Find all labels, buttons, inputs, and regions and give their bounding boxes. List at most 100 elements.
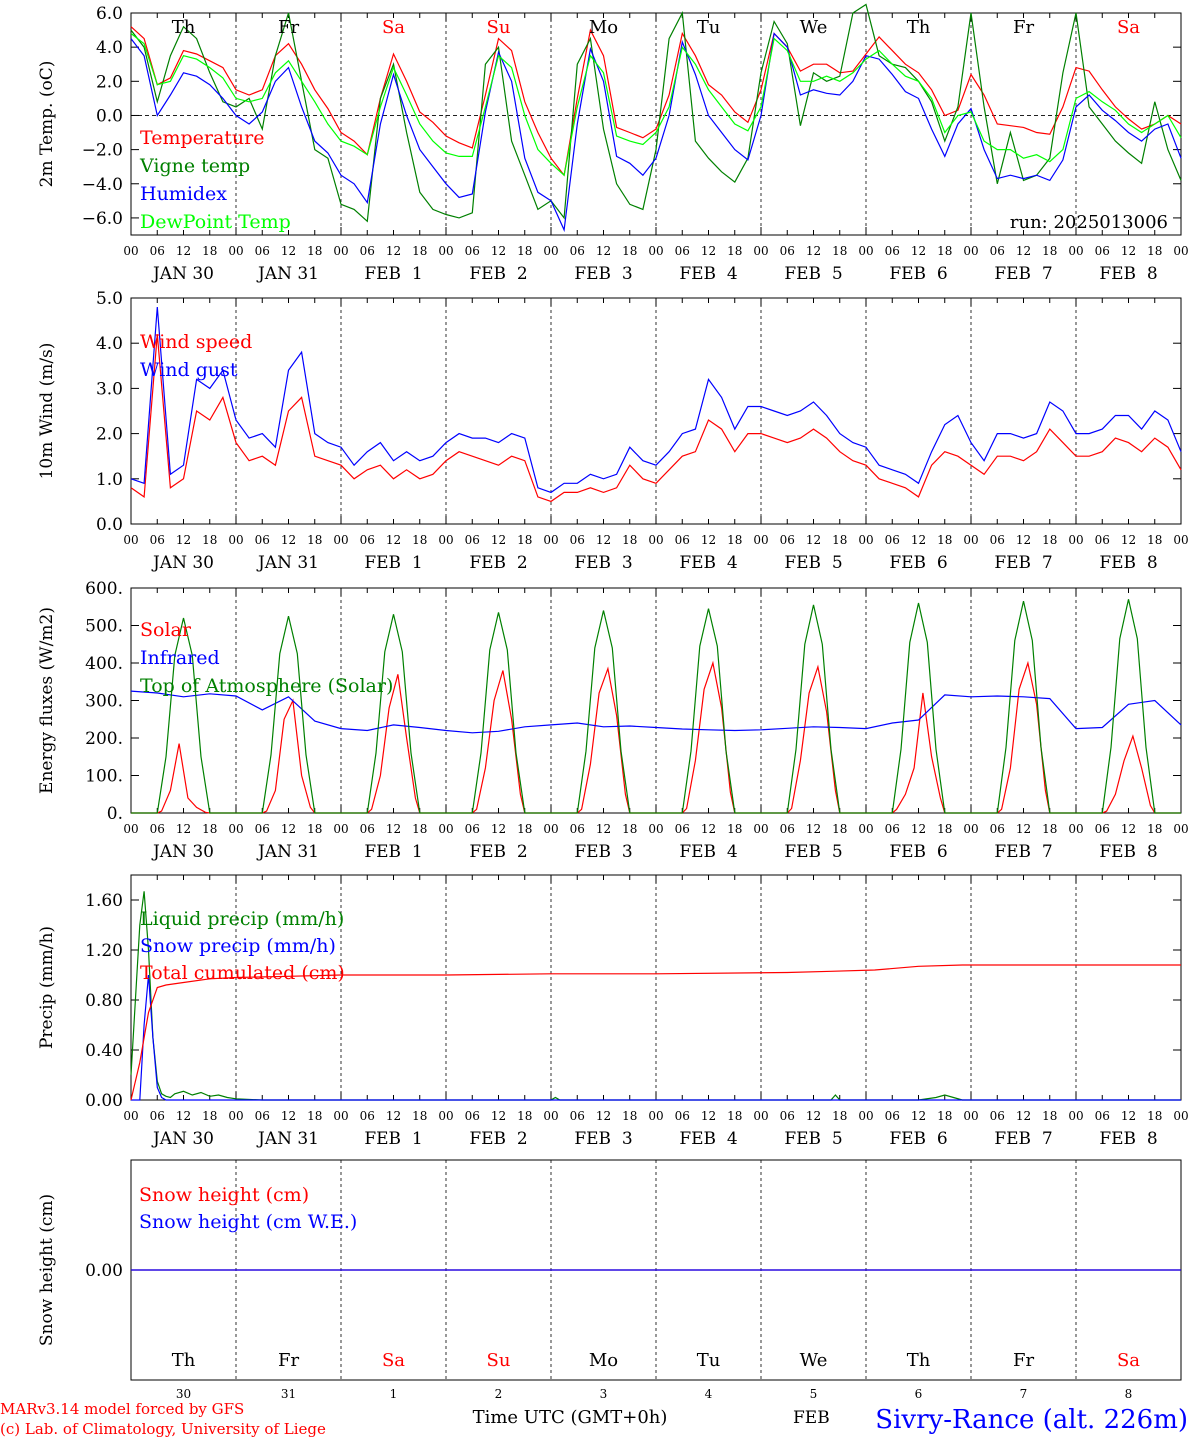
hour-tick-label: 12 [806,244,821,258]
hour-tick-label: 06 [465,822,480,836]
hour-tick-label: 00 [753,1109,768,1123]
day-label: FEB 4 [679,1129,737,1149]
hour-tick-label: 00 [1173,244,1188,258]
hour-tick-label: 12 [701,1109,716,1123]
hour-tick-label: 12 [281,1109,296,1123]
legend-entry: Wind speed [140,331,252,353]
legend-entry: Solar [140,619,192,641]
weekday-label: We [800,17,828,38]
hour-tick-label: 12 [1121,1109,1136,1123]
hour-tick-label: 18 [727,1109,742,1123]
hour-tick-label: 12 [176,1109,191,1123]
hour-tick-label: 00 [1068,244,1083,258]
hour-tick-label: 18 [412,533,427,547]
weekday-label-bottom: We [800,1350,828,1371]
hour-tick-label: 00 [858,244,873,258]
y-tick-label: 1.20 [85,941,123,961]
day-label: FEB 7 [994,264,1052,284]
weekday-label: Mo [589,17,618,38]
hour-tick-label: 00 [228,533,243,547]
hour-tick-label: 18 [307,244,322,258]
hour-tick-label: 00 [858,533,873,547]
hour-tick-label: 12 [596,1109,611,1123]
hour-tick-label: 18 [517,822,532,836]
hour-tick-label: 00 [858,1109,873,1123]
day-number-label: 7 [1020,1387,1028,1401]
hour-tick-label: 18 [622,244,637,258]
y-axis-label: 10m Wind (m/s) [37,343,57,480]
day-number-label: 30 [176,1387,191,1401]
legend-entry: Humidex [140,183,227,205]
y-tick-label: 400. [85,654,123,674]
hour-tick-label: 12 [806,533,821,547]
hour-tick-label: 00 [648,244,663,258]
hour-tick-label: 18 [202,533,217,547]
hour-tick-label: 18 [202,822,217,836]
legend-entry: Liquid precip (mm/h) [140,908,344,930]
hour-tick-label: 06 [150,244,165,258]
hour-tick-label: 12 [176,533,191,547]
hour-tick-label: 12 [1121,822,1136,836]
hour-tick-label: 06 [780,533,795,547]
hour-tick-label: 06 [1095,822,1110,836]
hour-tick-label: 06 [990,533,1005,547]
day-label: JAN 31 [256,1129,319,1149]
day-number-label: 5 [810,1387,818,1401]
y-tick-label: 0.40 [85,1041,123,1061]
hour-tick-label: 00 [438,533,453,547]
day-label: FEB 3 [574,264,632,284]
hour-tick-label: 18 [1147,1109,1162,1123]
day-label: JAN 30 [151,842,214,862]
y-tick-label: 0.0 [96,106,123,126]
weekday-label: Th [172,17,196,38]
day-label: FEB 6 [889,264,947,284]
hour-tick-label: 00 [648,822,663,836]
hour-tick-label: 00 [543,1109,558,1123]
hour-tick-label: 00 [753,244,768,258]
y-tick-label: 0. [107,804,123,824]
hour-tick-label: 06 [570,244,585,258]
day-label: FEB 3 [574,553,632,573]
panel-3-frame [130,587,1182,814]
legend-entry: Vigne temp [139,155,250,177]
hour-tick-label: 12 [1121,244,1136,258]
y-tick-label: 200. [85,729,123,749]
day-label: FEB 6 [889,553,947,573]
day-label: FEB 2 [469,264,527,284]
day-label: FEB 7 [994,1129,1052,1149]
legend-entry: Snow height (cm) [139,1184,309,1206]
hour-tick-label: 06 [360,533,375,547]
legend-entry: Infrared [140,647,220,669]
hour-tick-label: 12 [911,822,926,836]
hour-tick-label: 12 [176,822,191,836]
hour-tick-label: 12 [281,244,296,258]
weekday-label: Tu [697,17,721,38]
hour-tick-label: 18 [1147,244,1162,258]
hour-tick-label: 18 [517,1109,532,1123]
hour-tick-label: 12 [491,244,506,258]
month-label: FEB [793,1408,830,1428]
day-label: JAN 31 [256,264,319,284]
day-number-label: 8 [1125,1387,1133,1401]
hour-tick-label: 12 [1121,533,1136,547]
weekday-label-bottom: Fr [278,1350,299,1371]
day-number-label: 3 [600,1387,608,1401]
hour-tick-label: 12 [911,533,926,547]
hour-tick-label: 18 [622,1109,637,1123]
hour-tick-label: 06 [360,244,375,258]
hour-tick-label: 12 [596,822,611,836]
hour-tick-label: 00 [123,533,138,547]
hour-tick-label: 06 [990,822,1005,836]
day-label: FEB 4 [679,842,737,862]
series-line-infrared [130,690,1182,734]
day-label: FEB 5 [784,842,842,862]
hour-tick-label: 18 [517,533,532,547]
hour-tick-label: 06 [885,822,900,836]
hour-tick-label: 12 [596,244,611,258]
hour-tick-label: 00 [228,822,243,836]
hour-tick-label: 06 [465,1109,480,1123]
hour-tick-label: 12 [701,533,716,547]
hour-tick-label: 18 [517,244,532,258]
hour-tick-label: 00 [123,822,138,836]
hour-tick-label: 12 [1016,244,1031,258]
